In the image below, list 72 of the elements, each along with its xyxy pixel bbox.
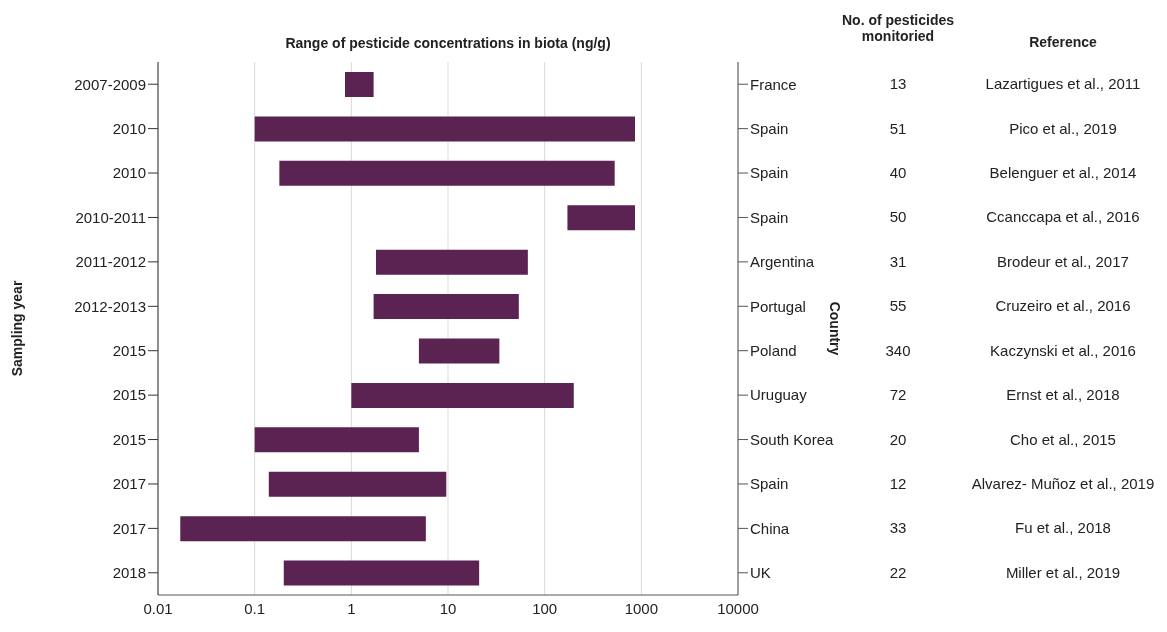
text: Ernst et al., 2018 <box>1005 385 1121 406</box>
text: 40 <box>888 163 908 184</box>
text: 31 <box>888 251 908 272</box>
y2-axis-title: Country <box>827 301 843 356</box>
text: Kaczynski et al., 2016 <box>989 340 1137 361</box>
y2-tick-label: South Korea <box>750 430 835 448</box>
text: 51 <box>888 118 908 139</box>
bar <box>254 427 419 453</box>
text: 13 <box>888 74 908 95</box>
y-axis-title: Sampling year <box>9 280 25 377</box>
bar <box>373 294 519 320</box>
y-tick-label: 2012-2013 <box>74 297 146 315</box>
text: Brodeur et al., 2017 <box>996 251 1130 272</box>
y-tick-label: 2015 <box>112 386 146 404</box>
bar <box>254 116 635 142</box>
text: Cruzeiro et al., 2016 <box>994 296 1132 317</box>
bar <box>418 338 500 364</box>
x-tick-label: 10000 <box>717 599 759 617</box>
text: Ccanccapa et al., 2016 <box>985 207 1141 228</box>
text: Cho et al., 2015 <box>1009 429 1117 450</box>
text: Alvarez- Muñoz et al., 2019 <box>970 473 1156 494</box>
bar <box>567 205 635 231</box>
bar <box>279 160 615 186</box>
y2-tick-label: Spain <box>750 119 789 137</box>
text: 20 <box>888 429 908 450</box>
text: 55 <box>888 296 908 317</box>
y-tick-label: 2007-2009 <box>74 75 146 93</box>
y2-tick-label: Spain <box>750 164 789 182</box>
text: No. of pesticides monitoried <box>841 12 955 44</box>
y2-tick-label: Portugal <box>750 297 806 315</box>
bar <box>376 249 528 275</box>
x-tick-label: 0.1 <box>244 599 266 617</box>
text: Reference <box>1028 34 1098 50</box>
text: Fu et al., 2018 <box>1014 518 1112 539</box>
text: Miller et al., 2019 <box>1004 562 1122 583</box>
bar <box>283 560 480 586</box>
y-tick-label: 2018 <box>112 564 146 582</box>
y-tick-label: 2010-2011 <box>75 208 146 226</box>
y2-tick-label: Spain <box>750 475 789 493</box>
y2-tick-label: France <box>750 75 797 93</box>
text: 340 <box>884 340 912 361</box>
y2-tick-label: China <box>750 519 790 537</box>
y-tick-label: 2010 <box>112 119 146 137</box>
y-tick-label: 2017 <box>112 475 146 493</box>
y2-tick-label: Uruguay <box>750 386 808 404</box>
bar <box>345 72 374 97</box>
bar <box>268 471 447 497</box>
text: 72 <box>888 385 908 406</box>
chart-title: Range of pesticide concentrations in biota (ng/g) <box>285 35 611 51</box>
y2-tick-label: Argentina <box>750 253 815 271</box>
text: Belenguer et al., 2014 <box>988 163 1138 184</box>
x-tick-label: 1000 <box>624 599 659 617</box>
text: 12 <box>888 473 908 494</box>
text: 22 <box>888 562 908 583</box>
x-tick-label: 0.01 <box>143 599 173 617</box>
y-tick-label: 2017 <box>112 519 146 537</box>
x-tick-label: 100 <box>532 599 558 617</box>
y2-tick-label: UK <box>750 564 771 582</box>
bar <box>180 516 426 542</box>
y2-tick-label: Poland <box>750 342 797 360</box>
x-tick-label: 10 <box>439 599 457 617</box>
text: Lazartigues et al., 2011 <box>984 74 1142 95</box>
y2-tick-label: Spain <box>750 208 789 226</box>
y-tick-label: 2015 <box>112 342 146 360</box>
text: Pico et al., 2019 <box>1008 118 1118 139</box>
y-tick-label: 2015 <box>112 430 146 448</box>
y-tick-label: 2011-2012 <box>75 253 146 271</box>
x-tick-label: 1 <box>347 599 356 617</box>
y-tick-label: 2010 <box>112 164 146 182</box>
bar <box>351 382 574 408</box>
text: 50 <box>888 207 908 228</box>
text: 33 <box>888 518 908 539</box>
